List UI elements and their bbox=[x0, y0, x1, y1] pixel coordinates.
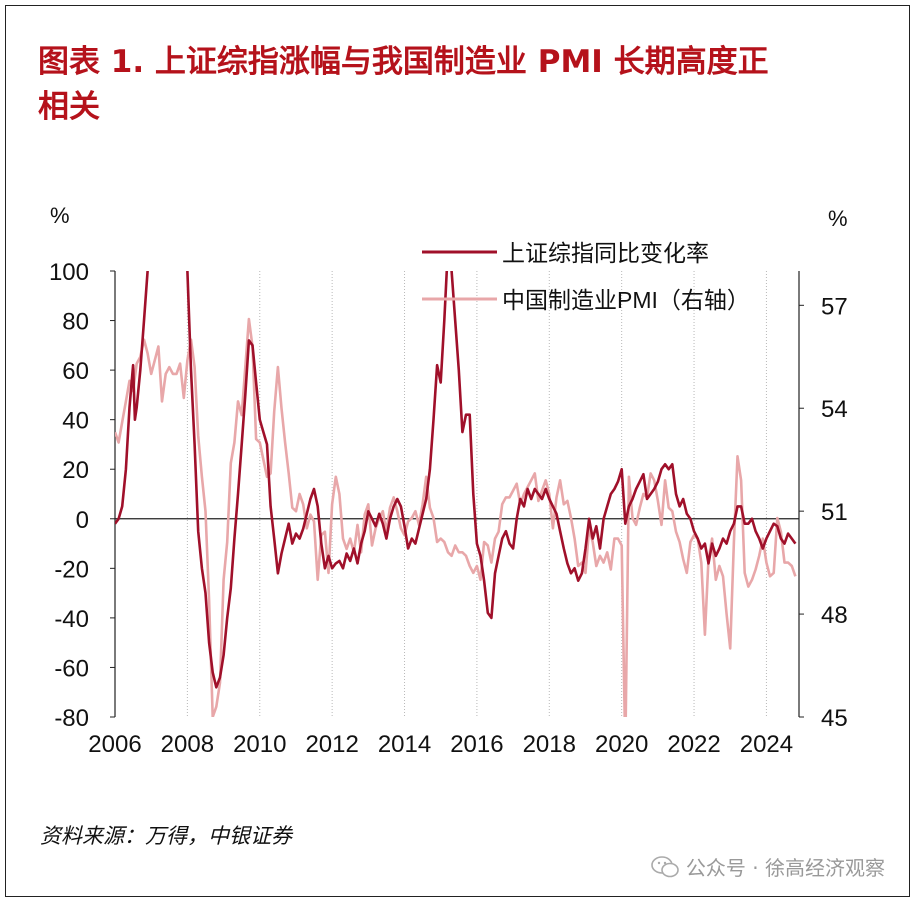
x-tick-label: 2016 bbox=[450, 731, 503, 758]
series-line-pmi bbox=[115, 317, 797, 717]
y-left-tick-label: -80 bbox=[54, 705, 89, 732]
y-left-tick-label: 100 bbox=[49, 259, 89, 286]
x-tick-label: 2018 bbox=[523, 731, 576, 758]
y-left-tick-label: -20 bbox=[54, 556, 89, 583]
x-tick-label: 2012 bbox=[305, 731, 358, 758]
title-line-1: 图表 1. 上证综指涨幅与我国制造业 PMI 长期高度正 bbox=[38, 44, 769, 80]
y-left-tick-label: -40 bbox=[54, 606, 89, 633]
watermark-text: 公众号 · 徐高经济观察 bbox=[685, 856, 885, 880]
axes: 2006 2008 2010 2012 2014 2016 2018 2020 2022 2024… bbox=[49, 259, 848, 758]
right-axis-unit: % bbox=[828, 206, 848, 231]
legend-label-1: 上证综指同比变化率 bbox=[502, 240, 709, 266]
y-right-tick-label: 51 bbox=[821, 499, 848, 526]
title-line-2: 相关 bbox=[38, 89, 100, 125]
y-left-tick-label: 0 bbox=[76, 507, 89, 534]
x-tick-label: 2022 bbox=[667, 731, 720, 758]
x-tick-label: 2006 bbox=[88, 731, 141, 758]
x-tick-label: 2020 bbox=[595, 731, 648, 758]
y-right-tick-label: 57 bbox=[821, 293, 848, 320]
y-left-tick-label: 40 bbox=[62, 408, 89, 435]
left-axis-unit: % bbox=[50, 203, 70, 228]
watermark: 公众号 · 徐高经济观察 bbox=[650, 852, 885, 881]
legend: 上证综指同比变化率 中国制造业PMI（右轴） bbox=[422, 240, 750, 313]
series-group bbox=[115, 271, 797, 717]
series-line-sse-yoy bbox=[115, 271, 797, 689]
x-tick-label: 2010 bbox=[233, 731, 286, 758]
source-note: 资料来源：万得，中银证券 bbox=[40, 824, 292, 848]
wechat-icon bbox=[651, 855, 679, 877]
legend-label-2: 中国制造业PMI（右轴） bbox=[502, 287, 750, 313]
gridlines bbox=[114, 271, 767, 717]
x-tick-label: 2014 bbox=[378, 731, 431, 758]
y-right-tick-label: 48 bbox=[821, 602, 848, 629]
y-right-tick-label: 45 bbox=[821, 705, 848, 732]
y-left-tick-label: -60 bbox=[54, 655, 89, 682]
figure-frame bbox=[5, 5, 910, 897]
y-left-tick-label: 20 bbox=[62, 457, 89, 484]
x-tick-label: 2024 bbox=[740, 731, 793, 758]
figure-title: 图表 1. 上证综指涨幅与我国制造业 PMI 长期高度正 相关 bbox=[38, 40, 888, 130]
y-right-tick-label: 54 bbox=[821, 396, 848, 423]
y-left-tick-label: 80 bbox=[62, 309, 89, 336]
x-tick-label: 2008 bbox=[161, 731, 214, 758]
y-left-tick-label: 60 bbox=[62, 358, 89, 385]
